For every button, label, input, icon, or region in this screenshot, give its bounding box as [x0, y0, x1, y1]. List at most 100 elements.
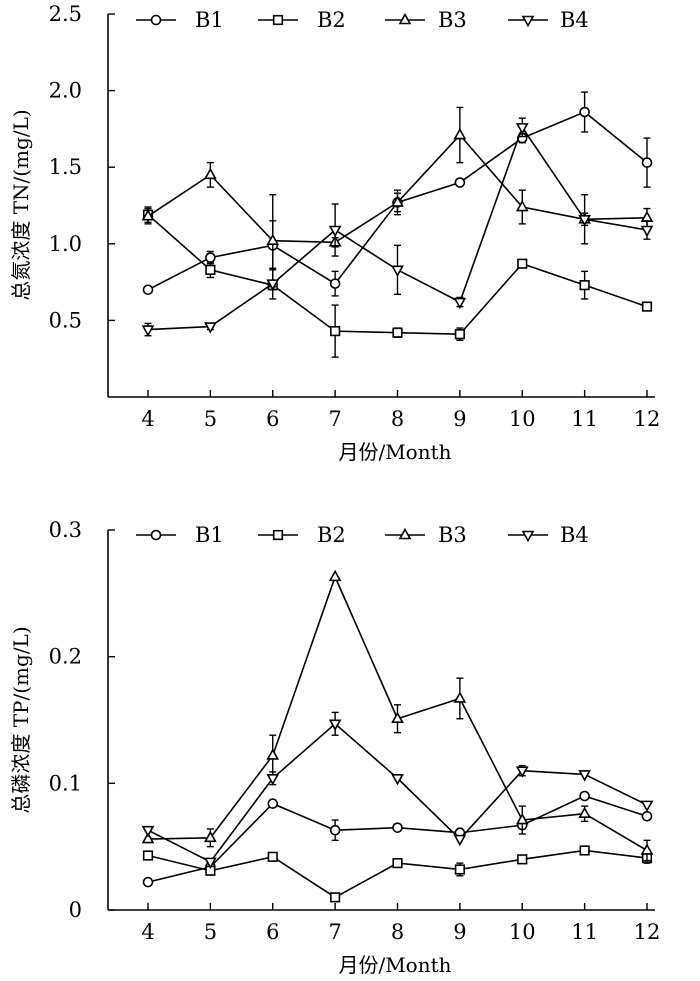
data-point-B4: [391, 265, 404, 277]
legend-label: B2: [317, 8, 346, 32]
legend-marker-B3: [398, 12, 412, 25]
x-tick-label: 12: [634, 920, 661, 944]
x-tick-label: 6: [266, 920, 279, 944]
data-point-B4: [204, 857, 217, 870]
data-point-B1: [329, 278, 341, 289]
data-point-B2: [579, 280, 590, 291]
data-point-B2: [392, 327, 403, 338]
legend-marker-B4: [521, 530, 535, 543]
data-point-B3: [328, 569, 342, 582]
data-point-B4: [640, 800, 654, 813]
data-point-B3: [640, 210, 654, 223]
x-tick-label: 6: [266, 407, 279, 431]
data-point-B1: [579, 790, 590, 802]
y-tick-label: 0.2: [49, 645, 82, 669]
data-point-B4: [453, 297, 467, 310]
data-point-B1: [205, 252, 216, 263]
series-line-B4: [147, 722, 648, 863]
legend-item-B1: B1: [136, 8, 224, 32]
data-point-B2: [267, 851, 278, 862]
y-tick-label: 2.0: [49, 79, 82, 103]
data-point-B2: [641, 301, 653, 312]
data-point-B4: [266, 279, 280, 291]
x-tick-label: 9: [453, 407, 466, 431]
x-axis-label: 月份/Month: [338, 440, 451, 464]
y-tick-label: 0.1: [49, 771, 82, 795]
legend-item-B3: B3: [385, 523, 467, 547]
data-point-B1: [142, 284, 154, 296]
x-tick-label: 7: [328, 920, 341, 944]
data-point-B3: [204, 167, 217, 180]
data-point-B3: [578, 806, 591, 819]
data-point-B1: [329, 824, 341, 836]
x-tick-label: 11: [571, 920, 598, 944]
data-point-B2: [330, 326, 341, 337]
tp-chart-panel: 0 0.1 0.2 0.3 4 5 6 7 8 9 10 11 12 月份/Month 总磷浓度 TP/(m…: [9, 518, 660, 977]
data-point-B2: [142, 850, 154, 861]
y-axis-label: 总磷浓度 TP/(mg/L): [9, 626, 33, 813]
data-point-B3: [266, 748, 280, 760]
data-point-B3: [204, 830, 217, 843]
y-tick-label: 1.5: [49, 155, 82, 179]
tn-chart-panel: 0.5 1.0 1.5 2.0 2.5 4 5 6 7 8 9 10 11 12 月份/Month 总氮浓度 …: [9, 2, 660, 464]
data-point-B3: [515, 812, 529, 825]
data-point-B4: [204, 322, 217, 334]
data-point-B2: [205, 264, 216, 275]
legend-label: B1: [195, 523, 224, 547]
data-point-B1: [267, 798, 279, 809]
x-tick-label: 8: [391, 920, 404, 944]
data-point-B1: [454, 177, 466, 188]
x-tick-label: 10: [509, 407, 536, 431]
legend-marker-B2: [272, 529, 284, 541]
legend-marker-B1: [150, 529, 162, 541]
data-point-B2: [517, 258, 528, 269]
series-line-B4: [147, 125, 648, 331]
data-point-B2: [392, 858, 403, 869]
legend-item-B1: B1: [136, 523, 224, 547]
series-B2: [142, 845, 653, 903]
series-line-B1: [147, 795, 648, 883]
x-tick-label: 12: [634, 407, 661, 431]
data-point-B1: [392, 822, 403, 833]
data-point-B4: [328, 225, 342, 238]
legend-label: B3: [438, 523, 467, 547]
data-point-B4: [328, 719, 342, 731]
y-tick-label: 0.5: [49, 308, 82, 332]
data-point-B4: [578, 214, 591, 227]
legend-marker-B4: [521, 15, 535, 28]
data-point-B1: [641, 157, 653, 168]
x-tick-label: 7: [328, 407, 341, 431]
legend-item-B2: B2: [258, 523, 346, 547]
series-B4: [141, 117, 654, 337]
data-point-B4: [266, 773, 280, 786]
x-tick-label: 5: [204, 920, 217, 944]
data-point-B4: [515, 766, 529, 778]
x-tick-label: 4: [141, 920, 154, 944]
series-B3: [141, 569, 654, 862]
data-point-B4: [141, 825, 155, 838]
data-point-B3: [453, 127, 467, 140]
series-B4: [141, 711, 654, 870]
legend-marker-B1: [150, 14, 162, 26]
series-line-B2: [147, 849, 648, 899]
x-tick-label: 10: [509, 920, 536, 944]
legend-marker-B3: [398, 527, 412, 540]
y-axis-label: 总氮浓度 TN/(mg/L): [9, 109, 33, 300]
x-axis-label: 月份/Month: [338, 953, 451, 977]
legend-item-B2: B2: [258, 8, 346, 32]
x-tick-label: 11: [571, 407, 598, 431]
data-point-B3: [266, 233, 280, 246]
data-point-B4: [515, 123, 529, 135]
legend-item-B4: B4: [508, 523, 589, 547]
legend-marker-B2: [272, 14, 284, 26]
legend-label: B4: [560, 523, 589, 547]
y-tick-label: 0.3: [49, 518, 82, 542]
data-point-B3: [515, 199, 529, 212]
data-point-B4: [453, 834, 467, 847]
data-point-B1: [579, 106, 590, 118]
data-point-B2: [454, 329, 465, 340]
data-point-B3: [640, 843, 654, 855]
data-point-B3: [391, 195, 404, 207]
x-tick-label: 8: [391, 407, 404, 431]
